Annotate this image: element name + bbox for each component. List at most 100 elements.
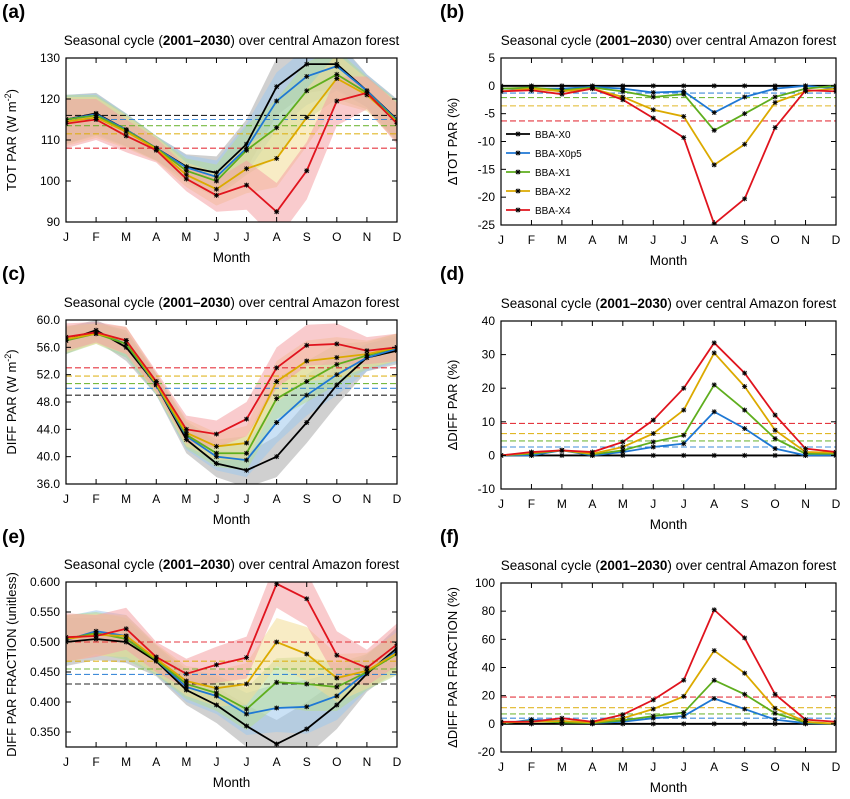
y-tick-label: 80 bbox=[482, 604, 496, 618]
data-point bbox=[183, 681, 189, 687]
legend-label: BBA-X2 bbox=[535, 187, 571, 198]
data-point bbox=[123, 639, 129, 645]
y-tick-label: 30 bbox=[482, 348, 496, 362]
x-tick-label: S bbox=[303, 492, 311, 506]
data-point bbox=[742, 635, 748, 641]
data-point bbox=[334, 361, 340, 367]
data-point bbox=[711, 350, 717, 356]
x-tick-label: S bbox=[741, 233, 749, 247]
data-point bbox=[213, 693, 219, 699]
data-point bbox=[304, 358, 310, 364]
data-point bbox=[528, 449, 534, 455]
x-tick-label: M bbox=[557, 760, 567, 774]
x-tick-label: J bbox=[650, 497, 656, 511]
y-tick-label: 0.400 bbox=[30, 695, 60, 709]
data-point bbox=[334, 355, 340, 361]
plot-area bbox=[501, 607, 836, 727]
data-point bbox=[742, 426, 748, 432]
data-point bbox=[304, 114, 310, 120]
data-point bbox=[304, 88, 310, 94]
series-line-bba-x2 bbox=[501, 649, 836, 725]
data-point bbox=[213, 178, 219, 184]
data-point bbox=[213, 690, 219, 696]
chart-title: Seasonal cycle (2001–2030) over central … bbox=[501, 33, 837, 48]
x-tick-label: O bbox=[332, 230, 341, 244]
series-line-bba-x4 bbox=[501, 608, 836, 723]
data-point bbox=[334, 71, 340, 77]
data-point bbox=[213, 454, 219, 460]
series-line-bba-x2 bbox=[66, 633, 397, 690]
data-point bbox=[742, 111, 748, 117]
data-point bbox=[334, 341, 340, 347]
data-point bbox=[93, 633, 99, 639]
data-point bbox=[711, 695, 717, 701]
data-point bbox=[803, 83, 809, 89]
series-bba-x4 bbox=[66, 582, 397, 677]
series-line-bba-x0p5 bbox=[501, 84, 836, 114]
data-point bbox=[742, 141, 748, 147]
data-point bbox=[274, 705, 280, 711]
data-point bbox=[123, 633, 129, 639]
data-point bbox=[274, 454, 280, 460]
data-point bbox=[742, 407, 748, 413]
data-point bbox=[742, 670, 748, 676]
data-point bbox=[650, 452, 656, 458]
series-line-bba-x1 bbox=[501, 679, 836, 725]
legend-marker bbox=[515, 131, 521, 137]
data-point bbox=[559, 718, 565, 724]
series-line-bba-x4 bbox=[501, 341, 836, 457]
legend-label: BBA-X4 bbox=[535, 206, 571, 217]
data-point bbox=[334, 76, 340, 81]
x-tick-label: N bbox=[363, 492, 372, 506]
data-point bbox=[213, 186, 219, 192]
data-point bbox=[274, 84, 280, 90]
series-bba-x4 bbox=[66, 329, 397, 437]
series-line-bba-x2 bbox=[66, 77, 397, 191]
data-point bbox=[123, 344, 129, 350]
data-point bbox=[650, 107, 656, 113]
data-point bbox=[304, 342, 310, 348]
x-tick-label: N bbox=[801, 760, 810, 774]
x-tick-label: N bbox=[363, 230, 372, 244]
data-point bbox=[711, 648, 717, 654]
y-tick-label: 40 bbox=[482, 661, 496, 675]
x-tick-label: J bbox=[681, 497, 687, 511]
data-point bbox=[334, 652, 340, 658]
data-point bbox=[213, 170, 219, 176]
data-point bbox=[650, 417, 656, 423]
data-point bbox=[364, 665, 370, 671]
data-point bbox=[213, 443, 219, 449]
y-axis-label: DIFF PAR FRACTION (unitless) bbox=[4, 572, 19, 757]
series-line-bba-x1 bbox=[66, 73, 397, 183]
data-point bbox=[620, 452, 626, 458]
data-point bbox=[183, 671, 189, 677]
plot-frame bbox=[65, 581, 398, 748]
data-point bbox=[274, 396, 280, 402]
series-line-bba-x0 bbox=[66, 638, 397, 746]
x-axis-label: Month bbox=[650, 253, 688, 268]
data-point bbox=[681, 441, 687, 447]
plot-area bbox=[66, 58, 397, 222]
x-tick-label: S bbox=[741, 760, 749, 774]
data-point bbox=[364, 348, 370, 354]
panel-a: (a) Seasonal cycle (2001–2030) over centr… bbox=[2, 2, 402, 265]
panel-label: (c) bbox=[2, 264, 25, 285]
data-point bbox=[274, 155, 280, 161]
data-point bbox=[304, 596, 310, 602]
data-point bbox=[772, 125, 778, 131]
y-tick-label: 40.0 bbox=[37, 450, 61, 464]
data-point bbox=[772, 721, 778, 727]
data-point bbox=[93, 636, 99, 642]
x-tick-label: J bbox=[244, 230, 250, 244]
y-tick-label: 120 bbox=[40, 92, 60, 106]
data-point bbox=[650, 721, 656, 727]
x-tick-label: M bbox=[121, 492, 131, 506]
data-point bbox=[334, 693, 340, 699]
y-axis-label: ΔDIFF PAR FRACTION (%) bbox=[445, 587, 460, 748]
panel-label: (d) bbox=[440, 264, 464, 285]
x-tick-label: O bbox=[332, 755, 341, 769]
data-point bbox=[244, 655, 250, 661]
x-axis-label: Month bbox=[213, 775, 251, 790]
chart-title: Seasonal cycle (2001–2030) over central … bbox=[64, 295, 400, 310]
